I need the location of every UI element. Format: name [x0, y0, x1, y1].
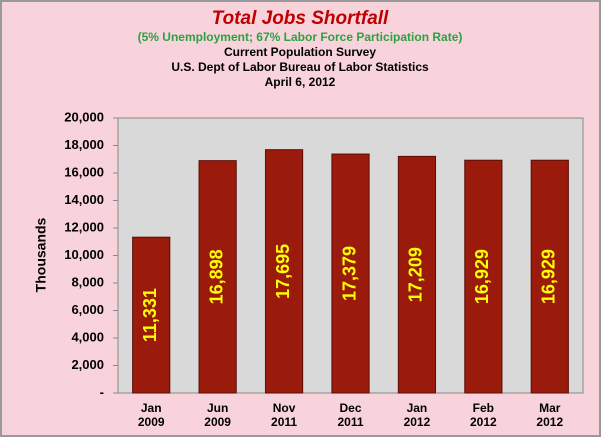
bar — [397, 155, 437, 394]
y-tick-label: 2,000 — [71, 357, 104, 372]
value-label: 17,209 — [406, 247, 426, 302]
x-tick-label: Jun 2009 — [204, 401, 231, 429]
y-tick-label: 18,000 — [64, 137, 104, 152]
y-tick-label: 16,000 — [64, 164, 104, 179]
caption: April 6, 2012 — [265, 75, 336, 89]
y-tick-label: 12,000 — [64, 219, 104, 234]
value-label: 17,379 — [339, 246, 359, 301]
value-label: 17,695 — [273, 244, 293, 299]
value-label: 11,331 — [140, 288, 160, 342]
x-tick-label: Dec 2011 — [337, 401, 364, 429]
value-label: 16,898 — [206, 249, 226, 304]
x-tick-label: Jan 2009 — [137, 401, 165, 429]
y-tick-label: 6,000 — [71, 302, 104, 317]
x-tick-label: Feb 2012 — [469, 401, 497, 429]
y-tick-label: 14,000 — [64, 192, 104, 207]
bar — [132, 236, 171, 394]
chart-subtitle: (5% Unemployment; 67% Labor Force Partic… — [138, 30, 463, 44]
x-tick-label: Mar 2012 — [536, 401, 564, 429]
y-tick-label: 4,000 — [71, 329, 104, 344]
bar — [331, 153, 370, 394]
caption: Current Population Survey — [224, 45, 376, 59]
chart-title: Total Jobs Shortfall — [212, 8, 389, 29]
bar — [464, 159, 503, 394]
x-tick-label: Jan 2012 — [403, 401, 431, 429]
y-tick-label: 8,000 — [71, 274, 104, 289]
value-label: 16,929 — [472, 249, 492, 304]
bar — [198, 160, 237, 394]
bar — [530, 159, 569, 394]
x-tick-label: Nov 2011 — [271, 401, 298, 429]
y-tick-label: 20,000 — [64, 109, 104, 124]
y-tick-label: - — [100, 384, 104, 399]
value-label: 16,929 — [539, 249, 559, 304]
bar — [264, 149, 304, 394]
y-tick-label: 10,000 — [64, 247, 104, 262]
y-axis-title: Thousands — [33, 217, 49, 292]
caption: U.S. Dept of Labor Bureau of Labor Stati… — [171, 60, 429, 74]
